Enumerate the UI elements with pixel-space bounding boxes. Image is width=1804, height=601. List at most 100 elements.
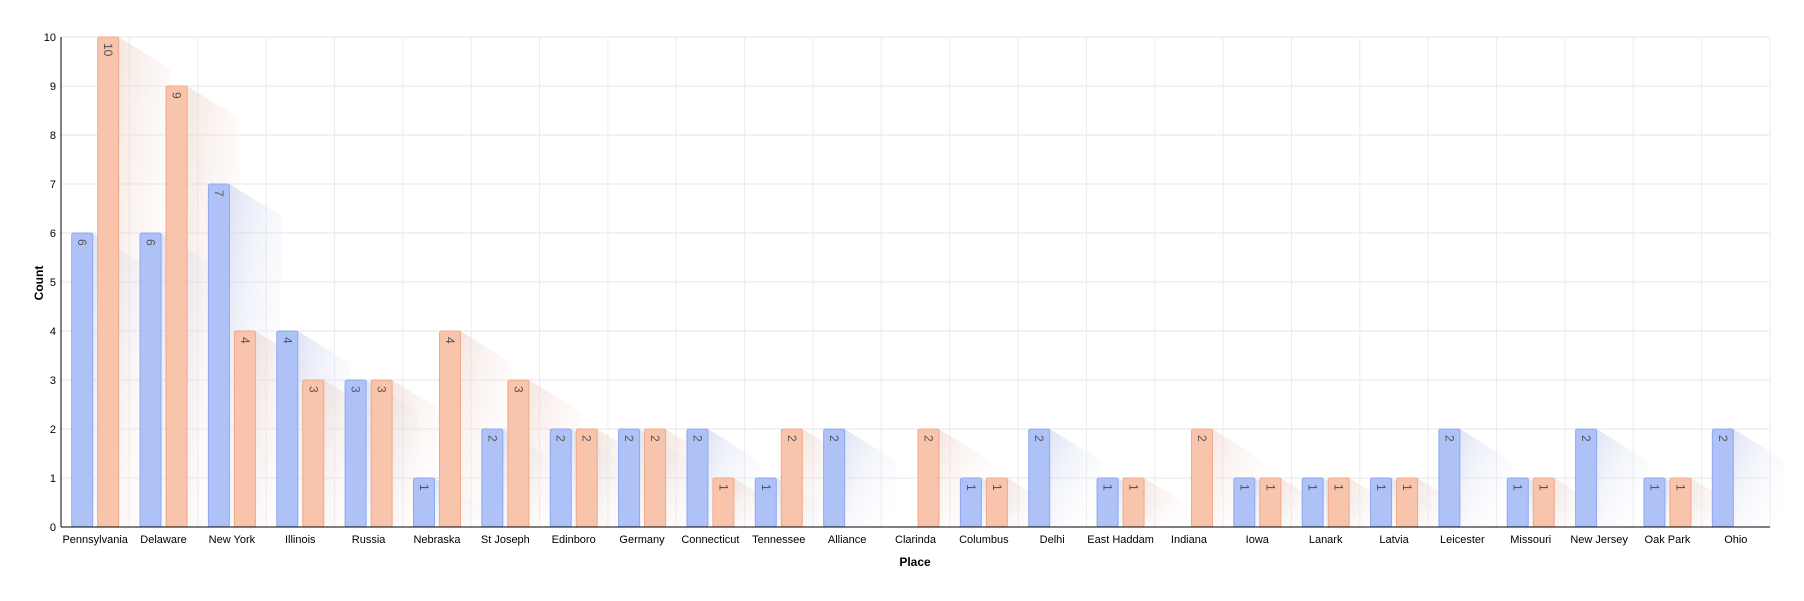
bar: [507, 379, 530, 528]
bars: 6 10 6 9 7 4 4 3 3 3 1 4 2 3 2 2 2 2 2 1 1 2 2 2 1 1 2 1 1 2 1 1 1 1 1 1 2 1 1…: [71, 36, 1734, 528]
data-label: 1: [1400, 484, 1414, 491]
data-label: 2: [922, 435, 936, 442]
data-label: 2: [827, 435, 841, 442]
bar: [165, 85, 188, 528]
data-label: 1: [990, 484, 1004, 491]
x-tick-label: Nebraska: [413, 534, 461, 546]
data-label: 2: [1195, 435, 1209, 442]
bar: [823, 428, 846, 528]
y-tick-label: 5: [50, 277, 56, 289]
bar: [1190, 428, 1213, 528]
data-label: 2: [622, 435, 636, 442]
bar: [302, 379, 325, 528]
data-label: 2: [648, 435, 662, 442]
bar: [370, 379, 393, 528]
y-tick-label: 8: [50, 130, 56, 142]
data-label: 1: [1127, 484, 1141, 491]
bar: [97, 36, 120, 528]
data-label: 2: [485, 435, 499, 442]
x-tick-label: Missouri: [1510, 534, 1551, 546]
bar: [1711, 428, 1734, 528]
y-tick-label: 2: [50, 424, 56, 436]
x-tick-label: Indiana: [1171, 534, 1208, 546]
y-tick-label: 4: [50, 326, 56, 338]
data-label: 2: [1579, 435, 1593, 442]
data-label: 1: [716, 484, 730, 491]
x-tick-label: Lanark: [1309, 534, 1343, 546]
data-label: 10: [101, 43, 115, 57]
data-label: 6: [144, 239, 158, 246]
x-axis-title: Place: [899, 555, 931, 569]
data-label: 2: [1032, 435, 1046, 442]
data-label: 1: [1332, 484, 1346, 491]
data-label: 1: [1306, 484, 1320, 491]
data-label: 1: [759, 484, 773, 491]
x-tick-label: Connecticut: [681, 534, 739, 546]
data-label: 1: [1237, 484, 1251, 491]
bar: [575, 428, 598, 528]
x-tick-label: Iowa: [1246, 534, 1270, 546]
x-tick-label: New York: [209, 534, 256, 546]
x-tick-label: Columbus: [959, 534, 1009, 546]
data-label: 4: [280, 337, 294, 344]
x-tick-label: Illinois: [285, 534, 316, 546]
y-tick-label: 3: [50, 375, 56, 387]
bar: [549, 428, 572, 528]
x-tick-label: Ohio: [1724, 534, 1747, 546]
data-label: 2: [785, 435, 799, 442]
data-label: 1: [1263, 484, 1277, 491]
data-label: 1: [1511, 484, 1525, 491]
y-tick-label: 1: [50, 473, 56, 485]
data-label: 2: [580, 435, 594, 442]
x-tick-label: Delhi: [1040, 534, 1065, 546]
bar-shadow: [844, 429, 897, 527]
data-label: 1: [1673, 484, 1687, 491]
bar: [233, 330, 256, 528]
x-tick-label: Leicester: [1440, 534, 1485, 546]
data-label: 2: [554, 435, 568, 442]
data-label: 1: [1537, 484, 1551, 491]
bar: [1575, 428, 1598, 528]
bar: [618, 428, 641, 528]
y-tick-label: 0: [50, 522, 56, 534]
data-label: 6: [75, 239, 89, 246]
data-label: 2: [690, 435, 704, 442]
x-tick-label: St Joseph: [481, 534, 530, 546]
bar-shadow: [1144, 478, 1197, 527]
data-label: 7: [212, 190, 226, 197]
y-tick-label: 6: [50, 228, 56, 240]
y-tick-label: 10: [44, 32, 56, 44]
x-tick-label: Tennessee: [752, 534, 805, 546]
data-label: 3: [349, 386, 363, 393]
x-tick-label: New Jersey: [1570, 534, 1628, 546]
bar: [344, 379, 367, 528]
x-tick-label: Clarinda: [895, 534, 937, 546]
data-label: 3: [375, 386, 389, 393]
bar: [207, 183, 230, 528]
data-label: 1: [1374, 484, 1388, 491]
data-label: 1: [417, 484, 431, 491]
x-tick-label: Germany: [619, 534, 665, 546]
x-tick-label: Oak Park: [1645, 534, 1691, 546]
bar-shadow: [1733, 429, 1786, 527]
bar: [71, 232, 94, 528]
bar: [780, 428, 803, 528]
bar-shadow: [1596, 429, 1649, 527]
axes: 0 1 2 3 4 5 6 7 8 9 10 Pennsylvania Delaware New York…: [44, 32, 1770, 546]
data-label: 1: [1101, 484, 1115, 491]
bar-shadow: [1459, 429, 1512, 527]
bar: [644, 428, 667, 528]
x-tick-label: Russia: [352, 534, 387, 546]
bar: [276, 330, 299, 528]
x-tick-label: Delaware: [140, 534, 186, 546]
bar: [139, 232, 162, 528]
data-label: 4: [443, 337, 457, 344]
y-axis-title: Count: [32, 266, 46, 301]
data-label: 3: [306, 386, 320, 393]
data-label: 3: [511, 386, 525, 393]
bar: [438, 330, 461, 528]
bar-shadow: [1049, 429, 1102, 527]
data-label: 2: [1716, 435, 1730, 442]
bar: [1028, 428, 1051, 528]
